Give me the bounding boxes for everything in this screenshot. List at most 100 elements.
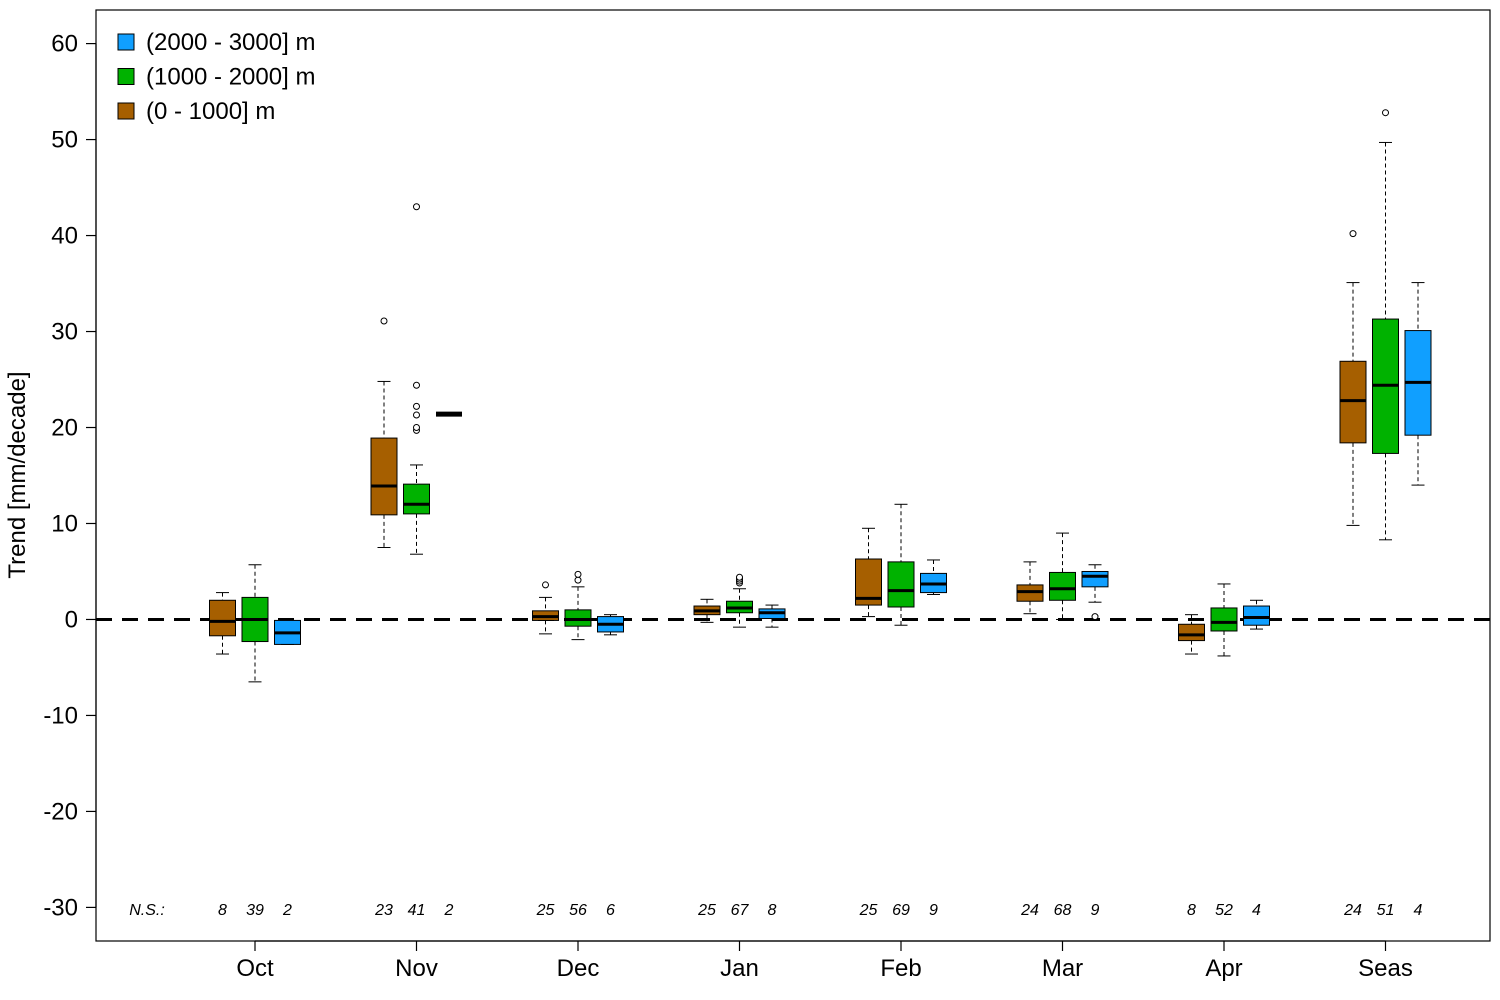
y-tick-label: 30 xyxy=(51,319,78,346)
iqr-box xyxy=(370,437,398,516)
box-jan xyxy=(758,604,786,628)
y-tick-label: 40 xyxy=(51,223,78,250)
box-dec xyxy=(532,581,559,635)
iqr-box xyxy=(887,561,915,608)
box-feb xyxy=(920,559,947,596)
box-mar xyxy=(1016,561,1044,615)
ns-count: 25 xyxy=(536,902,555,919)
x-tick-label: Feb xyxy=(880,955,921,982)
x-tick-label: Dec xyxy=(557,955,600,982)
box-feb xyxy=(855,527,882,618)
ns-count: 2 xyxy=(444,902,454,919)
box-groups xyxy=(209,109,1432,683)
x-tick-label: Mar xyxy=(1042,955,1083,982)
legend-swatch xyxy=(117,33,135,51)
outlier-point xyxy=(1349,230,1357,238)
ns-count: 4 xyxy=(1414,902,1423,919)
ns-count: 23 xyxy=(374,902,393,919)
x-tick-label: Apr xyxy=(1205,955,1242,982)
ns-count: 56 xyxy=(569,902,587,919)
legend-item: (1000 - 2000] m xyxy=(117,64,315,91)
box-jan xyxy=(693,598,721,623)
y-tick-label: 50 xyxy=(51,127,78,154)
legend-swatch xyxy=(117,102,135,120)
x-axis: Oct Nov Dec Jan Feb Mar Apr Seas xyxy=(236,940,1413,982)
box-oct xyxy=(241,564,269,683)
ns-count: 25 xyxy=(697,902,716,919)
y-tick-label: -10 xyxy=(43,702,78,729)
iqr-box xyxy=(1178,623,1205,642)
box-apr xyxy=(1178,614,1205,655)
box-seas xyxy=(1404,282,1432,486)
y-tick-label: -30 xyxy=(43,894,78,921)
iqr-box xyxy=(1243,605,1270,626)
x-tick-label: Jan xyxy=(720,955,759,982)
outlier-point xyxy=(413,411,420,419)
box-mar xyxy=(1081,564,1109,621)
y-tick-label: 20 xyxy=(51,415,78,442)
ns-count: 4 xyxy=(1252,902,1261,919)
box-apr xyxy=(1243,599,1270,630)
iqr-box xyxy=(1210,607,1238,632)
y-tick-label: -20 xyxy=(43,798,78,825)
ns-count: 9 xyxy=(929,902,938,919)
y-tick-label: 60 xyxy=(51,31,78,58)
ns-count: 69 xyxy=(892,902,910,919)
box-oct xyxy=(209,592,236,655)
ns-count: 8 xyxy=(218,902,227,919)
box-oct xyxy=(274,619,301,645)
legend-label: (2000 - 3000] m xyxy=(146,29,315,56)
iqr-box xyxy=(1081,570,1109,588)
iqr-box xyxy=(403,483,430,515)
legend-label: (1000 - 2000] m xyxy=(146,64,315,91)
outlier-point xyxy=(736,573,743,581)
ns-count: 52 xyxy=(1215,902,1233,919)
box-seas xyxy=(1339,230,1367,526)
ns-count: 41 xyxy=(408,902,426,919)
outlier-point xyxy=(413,381,420,389)
y-tick-label: 10 xyxy=(51,510,78,537)
legend-item: (2000 - 3000] m xyxy=(117,29,315,56)
outlier-point xyxy=(574,576,582,584)
legend: (2000 - 3000] m (1000 - 2000] m (0 - 1000]… xyxy=(117,29,315,125)
iqr-box xyxy=(1049,571,1076,601)
box-mar xyxy=(1049,532,1076,620)
ns-count: 25 xyxy=(859,902,878,919)
ns-count: 24 xyxy=(1343,902,1362,919)
y-axis-label: Trend [mm/decade] xyxy=(4,371,31,578)
y-axis: -30 -20 -10 0 10 20 30 40 50 60 xyxy=(43,31,97,921)
ns-count: 8 xyxy=(768,902,777,919)
box-feb xyxy=(887,503,915,626)
legend-item: (0 - 1000] m xyxy=(117,98,275,125)
box-nov xyxy=(403,203,430,555)
ns-count: 39 xyxy=(246,902,264,919)
outlier-point xyxy=(380,317,388,325)
ns-count: 51 xyxy=(1377,902,1395,919)
y-tick-label: 0 xyxy=(65,606,78,633)
x-tick-label: Nov xyxy=(395,955,438,982)
box-dec xyxy=(597,614,624,636)
box-dec xyxy=(564,570,592,641)
box-apr xyxy=(1210,583,1238,657)
ns-count: 9 xyxy=(1091,902,1100,919)
box-seas xyxy=(1372,109,1399,541)
outlier-point xyxy=(413,203,420,211)
ns-count: 8 xyxy=(1187,902,1196,919)
x-tick-label: Seas xyxy=(1358,955,1413,982)
legend-label: (0 - 1000] m xyxy=(146,98,275,125)
legend-swatch xyxy=(117,68,135,85)
outlier-point xyxy=(1091,613,1099,621)
x-tick-label: Oct xyxy=(236,955,274,982)
ns-label: N.S.: xyxy=(129,902,165,919)
ns-count: 24 xyxy=(1020,902,1039,919)
outlier-point xyxy=(413,402,420,410)
ns-count: 68 xyxy=(1054,902,1072,919)
box-nov xyxy=(370,317,398,548)
outlier-point xyxy=(1382,109,1389,117)
outlier-point xyxy=(574,570,582,578)
ns-count: 67 xyxy=(731,902,750,919)
ns-count: 6 xyxy=(606,902,615,919)
outlier-point xyxy=(542,581,549,589)
